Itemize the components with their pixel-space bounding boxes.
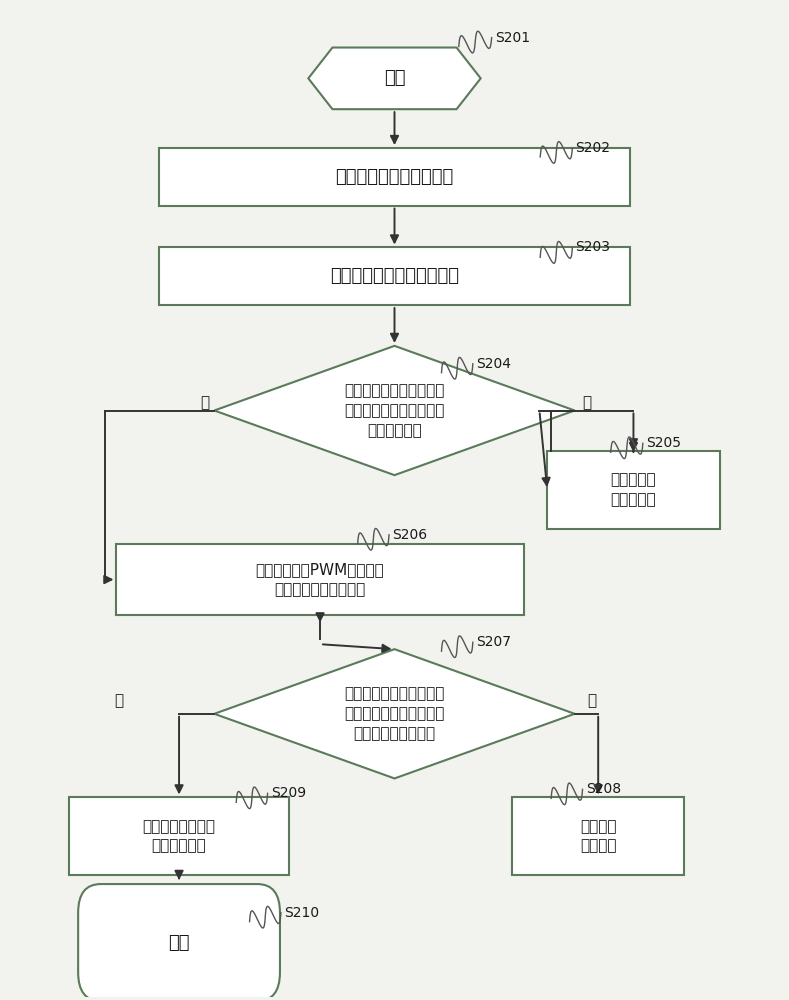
Text: 触发第一门锁的二级锁信号: 触发第一门锁的二级锁信号 <box>330 267 459 285</box>
FancyBboxPatch shape <box>78 884 280 1000</box>
FancyBboxPatch shape <box>159 148 630 206</box>
Text: S205: S205 <box>646 436 681 450</box>
Text: S210: S210 <box>284 906 320 920</box>
Text: 判断经过第二时间间隔，
第一门锁和第二门锁是否
同时处于一级锁位置: 判断经过第二时间间隔， 第一门锁和第二门锁是否 同时处于一级锁位置 <box>344 687 445 741</box>
Text: 在第一时间间隔内，检测
所述第一门锁和第二门锁
上锁是否同步: 在第一时间间隔内，检测 所述第一门锁和第二门锁 上锁是否同步 <box>344 383 445 438</box>
Text: 否: 否 <box>581 395 591 410</box>
Text: S202: S202 <box>575 141 611 155</box>
FancyBboxPatch shape <box>116 544 524 615</box>
Text: S201: S201 <box>495 31 530 45</box>
FancyBboxPatch shape <box>69 797 289 875</box>
Polygon shape <box>215 649 574 778</box>
FancyBboxPatch shape <box>512 797 684 875</box>
Text: 尾门电机向关门方向驱动: 尾门电机向关门方向驱动 <box>335 168 454 186</box>
FancyBboxPatch shape <box>159 247 630 305</box>
FancyBboxPatch shape <box>548 451 720 529</box>
Text: 控制上锁
电机回位: 控制上锁 电机回位 <box>580 819 616 854</box>
Text: 控制上锁电机停止
驱动，并回位: 控制上锁电机停止 驱动，并回位 <box>143 819 215 854</box>
Text: 是: 是 <box>200 395 209 410</box>
Text: S207: S207 <box>476 635 511 649</box>
Text: S208: S208 <box>585 782 621 796</box>
Text: 按照已确定的PWM占空比，
对两上锁电机进行驱动: 按照已确定的PWM占空比， 对两上锁电机进行驱动 <box>256 562 384 597</box>
Text: S206: S206 <box>392 528 428 542</box>
Polygon shape <box>308 48 481 109</box>
Text: 是: 是 <box>587 693 596 708</box>
Text: S209: S209 <box>271 786 306 800</box>
Text: 否: 否 <box>114 693 123 708</box>
Polygon shape <box>215 346 574 475</box>
Text: 开始: 开始 <box>383 69 406 87</box>
Text: 控制尾门电
机停止驱动: 控制尾门电 机停止驱动 <box>611 473 656 507</box>
Text: S204: S204 <box>476 357 511 371</box>
Text: 结束: 结束 <box>168 934 190 952</box>
Text: S203: S203 <box>575 240 611 254</box>
